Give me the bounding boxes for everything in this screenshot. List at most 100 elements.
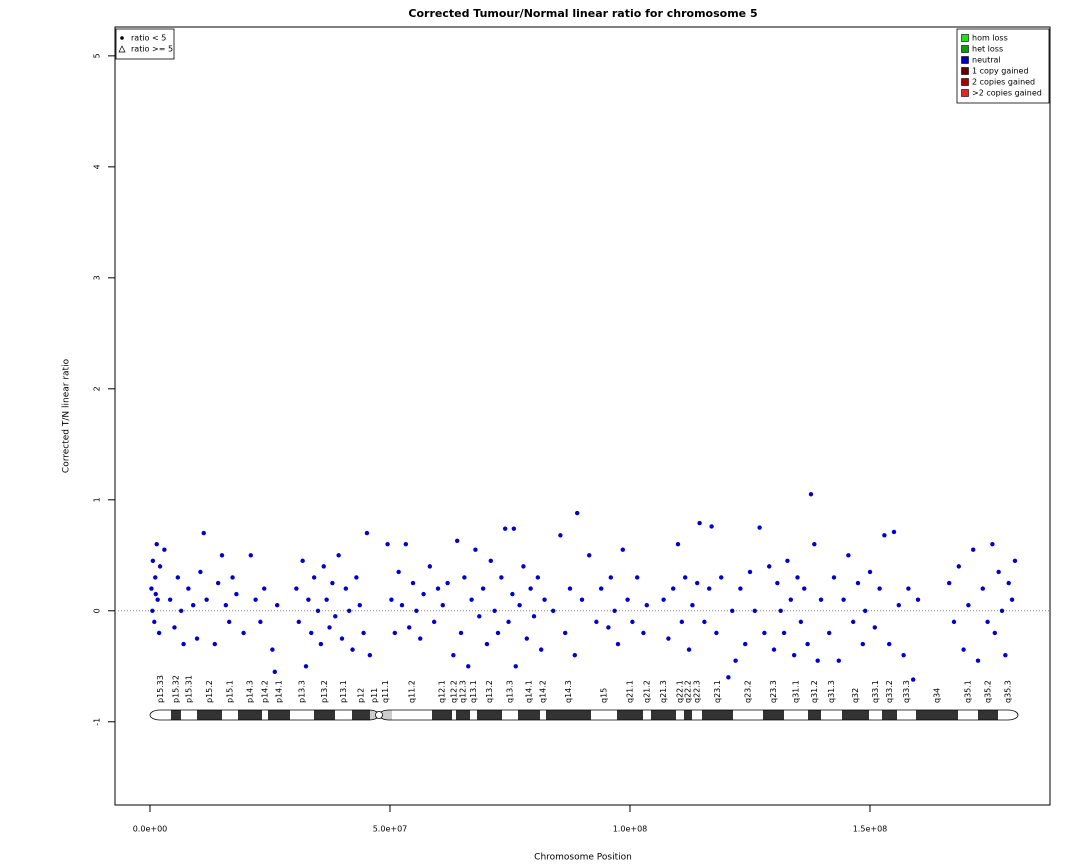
data-point (399, 603, 405, 608)
data-point (775, 580, 780, 586)
chromosome-band (590, 710, 617, 720)
legend-swatch (961, 45, 969, 53)
data-point (502, 526, 508, 531)
chromosome-band (732, 710, 763, 720)
band-label: p14.1 (274, 680, 283, 703)
data-point (606, 625, 611, 630)
data-point (855, 580, 861, 586)
band-label: p12 (356, 688, 365, 703)
data-point (666, 636, 671, 641)
band-label: q22.1 (675, 680, 684, 703)
x-tick-label: 1.5e+08 (853, 825, 888, 834)
data-point (462, 575, 467, 580)
data-point (150, 608, 155, 613)
data-point (702, 619, 707, 625)
data-point (175, 575, 181, 580)
data-point (896, 603, 901, 608)
data-point (798, 619, 804, 625)
band-label: q12.2 (449, 680, 458, 703)
data-point (886, 641, 892, 647)
chromosome-band (517, 710, 540, 720)
band-label: p15.1 (225, 680, 234, 703)
chromosome-band (691, 710, 702, 720)
data-point (675, 541, 681, 547)
chromosome-band (451, 710, 456, 720)
data-point (186, 586, 191, 591)
data-point (361, 630, 366, 636)
band-label: q13.3 (505, 680, 514, 703)
data-point (808, 492, 814, 497)
data-point (970, 547, 976, 552)
chromosome-band (762, 710, 784, 720)
data-point (318, 641, 324, 647)
data-point (495, 630, 501, 636)
band-label: q31.2 (810, 680, 819, 703)
y-tick-label: 1 (93, 497, 102, 502)
data-point (480, 586, 486, 591)
data-point (579, 597, 585, 602)
data-point (891, 529, 897, 535)
legend-label: 1 copy gained (972, 67, 1029, 76)
data-point (742, 641, 748, 647)
chart-title: Corrected Tumour/Normal linear ratio for… (408, 7, 757, 20)
chromosome-band (369, 710, 379, 720)
legend-swatch (961, 56, 969, 64)
chromosome-band (313, 710, 335, 720)
chromosome-band (869, 710, 882, 720)
q-arm (378, 710, 1018, 720)
data-point (975, 658, 981, 663)
data-point (818, 597, 824, 602)
band-label: q32 (851, 688, 860, 703)
data-point (620, 547, 625, 552)
data-point (517, 603, 522, 608)
data-point (586, 553, 592, 558)
data-point (477, 614, 482, 619)
legend-swatch (961, 78, 969, 86)
data-point (155, 597, 160, 602)
x-tick-label: 0.0e+00 (133, 825, 168, 834)
data-point (294, 586, 299, 591)
legend-swatch (961, 34, 969, 42)
data-point (531, 614, 537, 619)
chromosome-band (896, 710, 916, 720)
data-point (679, 619, 685, 625)
data-point (805, 641, 810, 647)
band-label: q12.3 (458, 680, 467, 703)
data-point (389, 597, 394, 602)
data-point (357, 603, 362, 608)
chromosome-band (539, 710, 546, 720)
chromosome-band (998, 710, 1018, 720)
data-point (190, 603, 196, 608)
data-point (644, 603, 649, 608)
legend-box (956, 28, 1050, 104)
chromosome-band (545, 710, 591, 720)
data-point (367, 652, 373, 658)
data-point (714, 630, 719, 636)
data-point (204, 597, 209, 602)
data-point (608, 575, 613, 580)
data-point (262, 586, 267, 591)
data-point (915, 597, 921, 602)
data-point (488, 558, 493, 564)
data-point (956, 564, 961, 569)
data-point (343, 586, 349, 591)
y-tick-label: 2 (93, 386, 102, 391)
data-point (1003, 652, 1008, 658)
chromosome-band (783, 710, 808, 720)
x-tick-label: 1.0e+08 (613, 825, 648, 834)
data-point (333, 614, 338, 619)
data-point (524, 636, 529, 641)
data-point (910, 677, 916, 682)
data-point (309, 630, 314, 636)
data-point (550, 608, 556, 613)
data-point (757, 525, 762, 530)
band-label: p14.3 (245, 680, 254, 703)
band-label: q13.2 (485, 680, 494, 703)
band-label: q33.3 (902, 680, 911, 703)
band-label: p13.3 (297, 680, 306, 703)
data-point (330, 580, 335, 586)
data-point (766, 564, 772, 569)
data-point (996, 569, 1001, 575)
data-point (201, 530, 206, 536)
